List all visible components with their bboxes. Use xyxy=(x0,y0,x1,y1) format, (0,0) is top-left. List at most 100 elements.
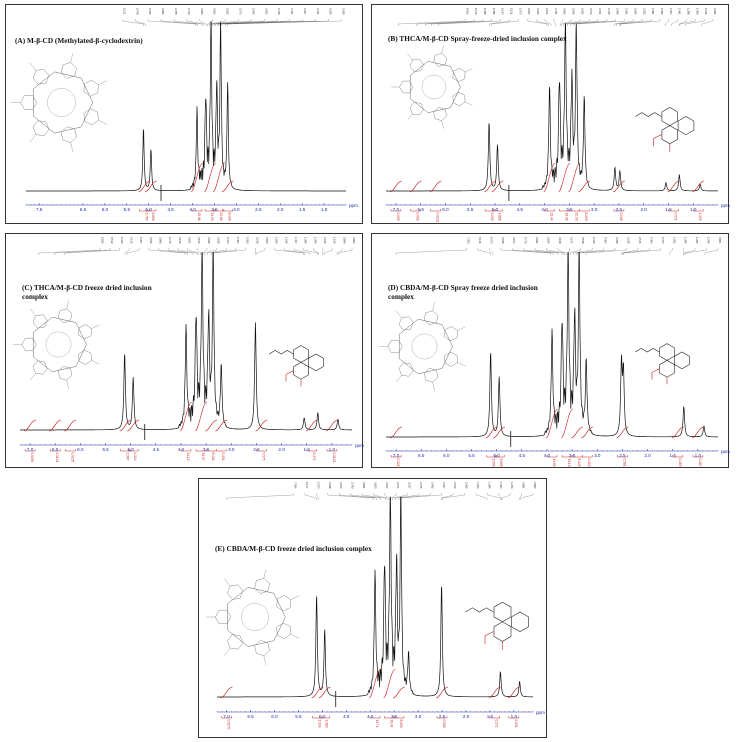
integral-curve xyxy=(409,180,422,193)
glucose-unit xyxy=(423,310,439,326)
x-tick-label: 6.5 xyxy=(80,207,87,212)
integral-curve xyxy=(49,419,62,432)
aromatic-ring xyxy=(661,125,678,145)
glucose-unit xyxy=(433,53,447,67)
x-axis-label: ppm xyxy=(721,449,730,454)
x-tick-label: 2.0 xyxy=(278,447,285,452)
peak-list-connector xyxy=(561,19,572,26)
peak-list-label: 3.478 xyxy=(277,8,281,15)
integral-label: 3.124 xyxy=(318,720,322,728)
integral-label: 8.158 xyxy=(399,720,403,728)
x-axis-label: ppm xyxy=(355,443,364,448)
integral-label: 31.03 xyxy=(210,213,214,221)
peak-list-connector xyxy=(557,248,567,255)
peak-list-label: 3.397 xyxy=(303,8,307,15)
x-tick-label: 3.5 xyxy=(569,453,576,458)
glucose-unit xyxy=(32,68,50,85)
peak-list-connector xyxy=(221,19,316,26)
aromatic-ring xyxy=(293,345,309,363)
peak-list-connector xyxy=(534,248,564,255)
panel-title-c: (C) THCA/M-β-CD freeze dried inclusion c… xyxy=(22,283,152,301)
peak-list-label: 3.208 xyxy=(342,8,346,15)
peak-list-connector xyxy=(204,248,217,255)
x-tick-label: 1.5 xyxy=(670,453,677,458)
cd-cavity xyxy=(411,333,438,360)
peak-list-label: 3.357 xyxy=(442,482,446,489)
integral-label: 0.271 xyxy=(495,720,499,728)
methoxy-group xyxy=(30,308,36,316)
cyclodextrin-structure xyxy=(379,302,466,391)
peak-list-label: 6.147 xyxy=(501,8,505,15)
integral-curve xyxy=(220,686,233,699)
integral-label: 32.03 xyxy=(574,213,578,221)
integral-bracket xyxy=(326,449,338,452)
methoxy-group xyxy=(30,373,36,381)
integral-label: 0.151 xyxy=(221,453,225,461)
peak-list-connector xyxy=(336,248,343,255)
integral-bracket xyxy=(222,209,233,212)
methoxy-group xyxy=(29,134,37,143)
integral-bracket xyxy=(486,455,497,458)
integral-curve xyxy=(571,426,584,439)
peak-list-connector xyxy=(124,248,130,255)
peak-list-label: 2.481 xyxy=(651,8,655,15)
aromatic-ring xyxy=(659,343,675,361)
methoxy-group xyxy=(263,569,267,579)
x-tick-label: 6.5 xyxy=(52,447,59,452)
peak-list-label: 3.653 xyxy=(373,482,377,489)
integral-curve xyxy=(221,180,234,193)
integral-label: 33.46 xyxy=(564,213,568,221)
peak-list-label: 1.183 xyxy=(323,237,327,244)
integral-label: 0.008 xyxy=(416,213,420,221)
glucose-unit xyxy=(452,91,466,107)
integral-curve xyxy=(127,419,140,432)
peak-list-connector xyxy=(313,248,319,255)
peak-list-label: 3.421 xyxy=(290,8,294,15)
x-tick-label: 3.5 xyxy=(211,207,218,212)
glucose-unit xyxy=(60,126,77,143)
peak-list-connector xyxy=(616,19,643,26)
glucose-unit xyxy=(409,102,424,116)
x-tick-label: 1.0 xyxy=(695,453,702,458)
cannabinoid-structure xyxy=(465,601,529,650)
x-tick-label: 5.0 xyxy=(493,453,500,458)
integral-curve xyxy=(691,426,704,439)
peak-list-connector xyxy=(519,493,522,500)
integral-bracket xyxy=(256,449,267,452)
glucose-unit xyxy=(20,95,37,110)
peak-list-label: 3.781 xyxy=(554,8,558,15)
glucose-unit xyxy=(254,640,270,656)
integral-curve xyxy=(578,180,591,193)
methoxy-group xyxy=(66,380,69,389)
x-tick-label: 2.5 xyxy=(255,207,262,212)
integral-bracket xyxy=(213,209,225,212)
peak-list-label: 3.566 xyxy=(207,237,211,244)
peak-list-label: 3.776 xyxy=(168,237,172,244)
integral-curve xyxy=(493,426,506,439)
peak-list-label: 1.264 xyxy=(313,237,317,244)
peak-list-label: 3.341 xyxy=(316,8,320,15)
integral-bracket xyxy=(390,455,402,458)
integral-curve xyxy=(435,686,449,699)
integral-bracket xyxy=(436,716,448,719)
peak-list-label: 1.288 xyxy=(687,8,691,15)
glucose-unit xyxy=(452,67,466,83)
x-tick-label: 2.0 xyxy=(277,207,284,212)
integral-bracket xyxy=(49,449,61,452)
peak-list-connector xyxy=(186,19,205,26)
peak-list-label: 3.571 xyxy=(396,482,400,489)
peak-list-connector xyxy=(122,19,144,26)
glucose-unit xyxy=(83,108,99,126)
integral-label: 8.149 xyxy=(577,459,581,467)
glucose-unit xyxy=(254,578,270,594)
methoxy-group xyxy=(441,120,444,129)
peak-list-label: 3.538 xyxy=(581,237,585,244)
peak-list-connector xyxy=(416,19,475,26)
aromatic-ring xyxy=(677,116,695,136)
glucose-unit xyxy=(215,609,232,625)
peak-list-label: 5.121 xyxy=(122,8,126,15)
integral-curve xyxy=(429,180,442,193)
glucose-unit xyxy=(32,360,48,375)
peak-list-connector xyxy=(173,19,203,26)
x-tick-label: 4.0 xyxy=(189,207,196,212)
